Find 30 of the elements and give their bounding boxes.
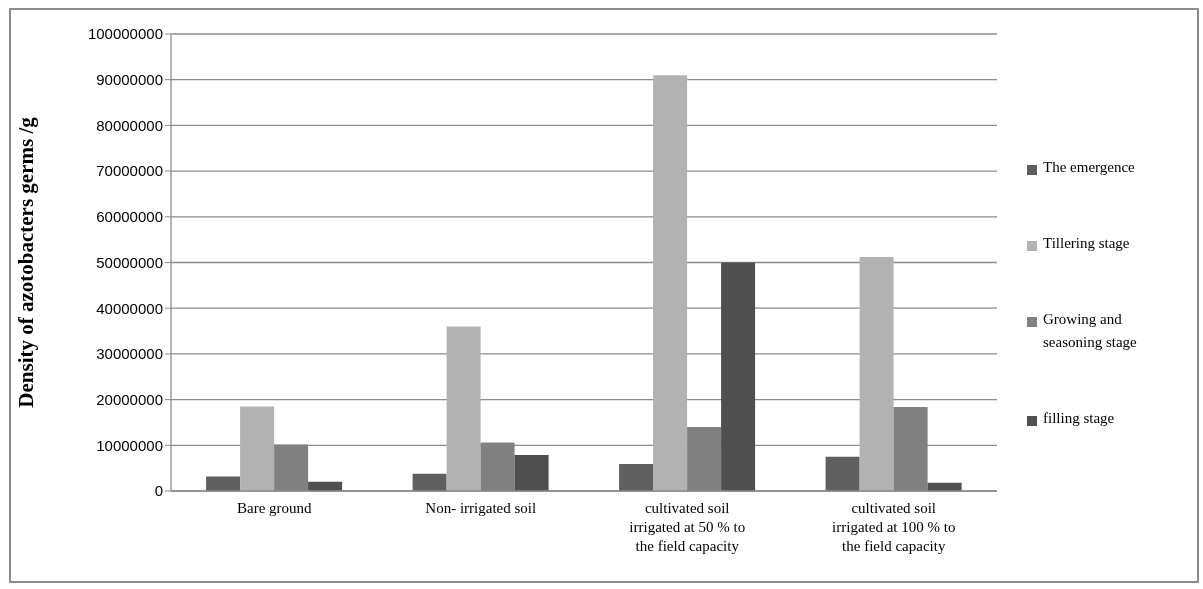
y-tick-label: 50000000 <box>96 253 163 271</box>
y-tick-label: 20000000 <box>96 390 163 408</box>
bar <box>514 454 549 491</box>
x-tick-label: Non- irrigated soil <box>425 500 537 516</box>
bar <box>653 75 688 491</box>
bar <box>619 464 654 491</box>
y-tick-label: 70000000 <box>96 162 163 180</box>
legend-label: Tillering stage <box>1043 234 1130 253</box>
bar <box>721 262 756 491</box>
x-tick-label: cultivated soil irrigated at 50 % to the field capacity <box>629 500 746 554</box>
legend-label: Growing and seasoning stage <box>1043 310 1138 352</box>
y-tick-label: 40000000 <box>96 299 163 317</box>
x-tick-label: cultivated soil irrigated at 100 % to the field capacity <box>832 500 956 554</box>
y-tick-label: 90000000 <box>96 71 163 89</box>
bar <box>859 257 894 491</box>
bar <box>825 456 860 491</box>
bar <box>446 326 481 491</box>
bar <box>206 476 241 491</box>
y-tick-label: 80000000 <box>96 116 163 134</box>
y-tick-label: 100000000 <box>87 25 163 43</box>
y-tick-label: 0 <box>154 482 163 500</box>
y-tick-label: 60000000 <box>96 208 163 226</box>
y-axis-title: Density of azotobacters germs /g <box>14 116 39 408</box>
legend-label: filling stage <box>1043 409 1115 428</box>
bar <box>240 406 275 491</box>
bar <box>412 473 447 491</box>
y-tick-label: 30000000 <box>96 345 163 363</box>
x-tick-label: Bare ground <box>236 500 313 516</box>
y-tick-label: 10000000 <box>96 436 163 454</box>
legend-label: The emergence <box>1043 158 1135 177</box>
